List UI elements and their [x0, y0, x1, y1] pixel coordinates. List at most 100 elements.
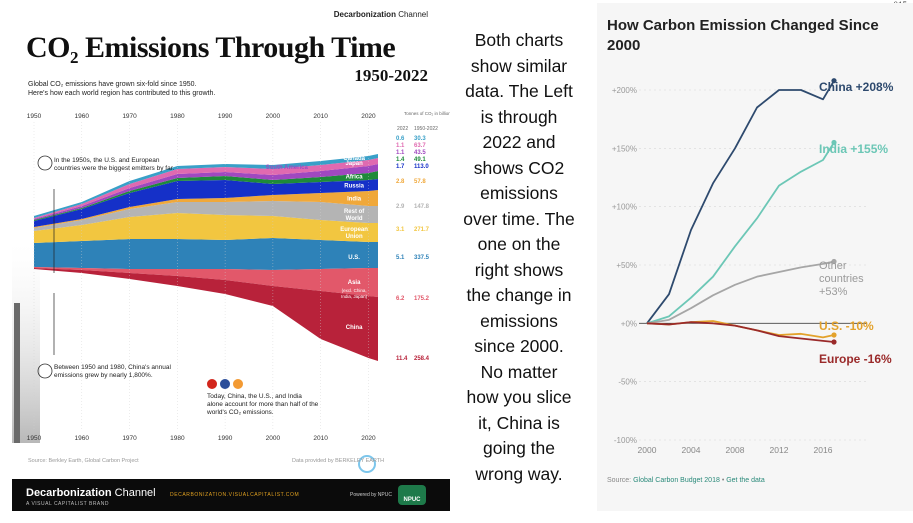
value-2022: 1.1 [396, 143, 405, 149]
value-total: 57.8 [414, 179, 426, 185]
y-tick-label: +50% [616, 261, 637, 270]
footer-sub: A VISUAL CAPITALIST BRAND [26, 501, 109, 507]
commentary-line: one on the [477, 234, 561, 254]
region-label: Canada [343, 156, 365, 162]
brand-top: Decarbonization Channel [334, 10, 428, 19]
line-chart: +200% +150% +100% +50% +0% -50% -100%2000 2004 2… [612, 78, 894, 455]
y-tick-label: -100% [614, 436, 637, 445]
x-tick-bottom: 1990 [218, 435, 233, 442]
y-tick-label: +0% [621, 319, 637, 328]
value-2022: 2.9 [396, 204, 405, 210]
value-total: 147.8 [414, 204, 430, 210]
value-total: 337.5 [414, 255, 430, 261]
commentary-line: it, China is [478, 412, 560, 433]
area-russia [34, 179, 378, 227]
x-tick-top: 1960 [75, 113, 90, 120]
x-tick-bottom: 2000 [266, 435, 281, 442]
value-total: 175.2 [414, 296, 430, 302]
area-china-lower [34, 268, 378, 361]
commentary-line: show similar [470, 55, 568, 76]
x-tick-label: 2004 [682, 445, 701, 455]
provided-by: Data provided by BERKELEY EARTH [292, 458, 385, 464]
area-european-union [34, 213, 378, 243]
region-label: Rest of [344, 209, 365, 215]
value-2022: 1.4 [396, 157, 405, 163]
x-tick-top: 2000 [266, 113, 281, 120]
value-columns: Tonnes of CO₂ in billions 2022 1950-2022 0.… [396, 111, 450, 362]
area-u-s--lower [34, 257, 378, 270]
region-label: World [346, 216, 363, 222]
value-total: 271.7 [414, 227, 430, 233]
commentary-line: is through [480, 106, 558, 127]
commentary-line: emissions [480, 183, 558, 203]
annotation-china: Between 1950 and 1980, China's annual em… [54, 364, 171, 379]
x-tick-top: 1990 [218, 113, 233, 120]
commentary-line: since 2000. [474, 336, 564, 356]
right-chart-title: How Carbon Emission Changed Since 2000 [607, 17, 879, 54]
commentary-line: the change in [466, 285, 572, 305]
npuc-logo: NPUC [398, 485, 426, 505]
title-co: CO [26, 31, 71, 64]
value-total: 113.0 [414, 164, 429, 170]
area-rest-of-world [34, 201, 378, 231]
commentary-line: emissions [480, 310, 558, 331]
x-tick-top: 2010 [313, 113, 328, 120]
footer-brand-light: Channel [114, 487, 156, 499]
region-label: Africa [346, 175, 364, 181]
left-source: Source: Berkley Earth, Global Carbon Pro… [28, 458, 139, 464]
region-label: Russia [344, 184, 364, 190]
region-label: Union [346, 234, 363, 240]
series-line-other-countries [646, 260, 835, 325]
value-2022: 11.4 [396, 356, 408, 362]
series-line-china [646, 80, 835, 324]
region-label: China [346, 325, 363, 331]
column-2022-header: 2022 [397, 126, 408, 132]
x-tick-top: 1970 [122, 113, 137, 120]
berkeley-logo [358, 455, 376, 473]
commentary-line: Both charts [474, 30, 564, 50]
region-note: India, Japan) [341, 294, 368, 299]
footer-bar [12, 479, 450, 511]
subtitle-line-2: Here's how each world region has contrib… [28, 90, 216, 97]
source-separator: • [719, 477, 727, 484]
value-2022: 5.1 [396, 255, 405, 261]
region-note: (excl. China, [342, 288, 367, 293]
value-2022: 2.8 [396, 179, 405, 185]
series-end-point [831, 339, 837, 345]
region-label: Asia [348, 280, 361, 286]
series-end-point [831, 332, 837, 338]
chart-title: CO2 Emissions Through Time [26, 31, 396, 68]
subtitle-line-1: Global CO₂ emissions have grown six-fold… [28, 81, 197, 88]
get-data-link[interactable]: Get the data [726, 477, 765, 484]
series-label: China +208% [819, 80, 894, 94]
footer-url[interactable]: DECARBONIZATION.VISUALCAPITALIST.COM [170, 492, 300, 498]
india-flag [233, 379, 243, 389]
region-label: India [347, 197, 362, 203]
footer-brand-bold: Decarbonization [26, 487, 112, 499]
commentary-line: how you slice [466, 387, 572, 407]
series-label: Europe -16% [819, 352, 892, 366]
x-tick-top: 1980 [170, 113, 185, 120]
right-source: Source: Global Carbon Budget 2018 • Get … [607, 477, 765, 484]
commentary-line: data. The Left [465, 81, 573, 101]
value-total: 63.7 [414, 143, 426, 149]
factory-icon-2 [37, 363, 53, 379]
value-2022: 1.7 [396, 164, 405, 170]
x-axis-bottom: 1950 1960 1970 1980 1990 2000 2010 2020 [27, 122, 376, 442]
commentary-line: over time. The [463, 208, 575, 229]
source-link[interactable]: Global Carbon Budget 2018 [633, 477, 720, 484]
brand-top-light: Channel [398, 10, 428, 19]
source-prefix: Source: [607, 477, 634, 484]
x-tick-label: 2012 [770, 445, 789, 455]
china-flag [207, 379, 217, 389]
x-tick-bottom: 2010 [313, 435, 328, 442]
value-2022: 3.1 [396, 227, 405, 233]
commentary-line: shows CO2 [473, 157, 565, 178]
area-south-america [34, 164, 378, 220]
series-label: India +155% [819, 142, 888, 156]
x-tick-bottom: 1950 [27, 435, 42, 442]
value-total: 49.1 [414, 157, 426, 163]
series-label: +53% [819, 286, 848, 298]
us-flag [220, 379, 230, 389]
x-tick-bottom: 1980 [170, 435, 185, 442]
